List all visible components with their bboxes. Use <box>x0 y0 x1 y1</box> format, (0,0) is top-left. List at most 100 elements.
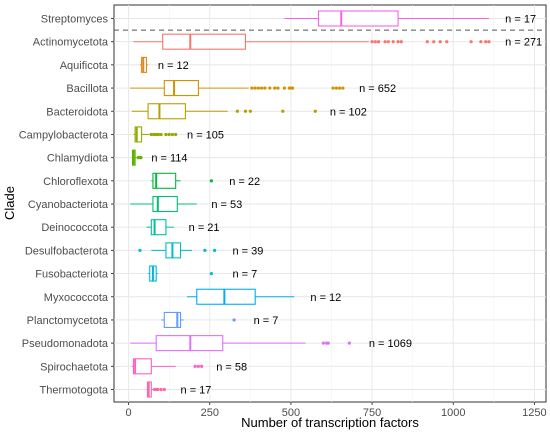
outlier-point <box>263 86 267 90</box>
outlier-point <box>243 109 248 113</box>
outlier-point <box>347 341 351 345</box>
box-spirochaetota <box>131 358 204 375</box>
box-planctomycetota <box>161 311 236 328</box>
outlier-point <box>167 132 171 137</box>
outlier-point <box>383 40 387 44</box>
n-count-label: n = 652 <box>359 83 396 95</box>
outlier-point <box>313 109 317 113</box>
box-iqr <box>134 126 143 143</box>
outlier-point <box>334 86 338 90</box>
outlier-point <box>139 156 143 160</box>
outlier-point <box>235 109 239 113</box>
outlier-point <box>432 40 436 44</box>
outlier-point <box>290 86 295 90</box>
y-tick-label: Actinomycetota <box>33 37 109 49</box>
x-tick-label: 1250 <box>522 407 546 419</box>
outlier-point <box>487 40 491 44</box>
outlier-point <box>159 132 163 137</box>
outlier-point <box>396 40 400 44</box>
y-tick-label: Pseudomonadota <box>22 338 109 350</box>
n-count-label: n = 22 <box>229 176 260 188</box>
outlier-point <box>193 364 197 368</box>
outlier-point <box>438 40 442 44</box>
n-count-label: n = 39 <box>232 245 263 257</box>
box-thermotogota <box>146 381 166 398</box>
outlier-point <box>484 40 488 44</box>
n-count-label: n = 1069 <box>369 338 412 350</box>
outlier-point <box>159 387 163 392</box>
outlier-point <box>203 248 207 252</box>
outlier-point <box>281 109 285 113</box>
box-iqr <box>147 103 186 120</box>
x-tick-label: 750 <box>363 407 381 419</box>
box-iqr <box>132 358 152 375</box>
box-actinomycetota <box>133 33 491 50</box>
outlier-point <box>376 40 381 44</box>
box-chloroflexota <box>151 172 213 189</box>
n-count-label: n = 7 <box>232 269 257 281</box>
n-count-label: n = 12 <box>310 292 341 304</box>
n-count-label: n = 114 <box>151 153 187 165</box>
n-count-label: n = 7 <box>254 315 279 327</box>
y-tick-label: Chlamydiota <box>47 153 109 165</box>
outlier-point <box>248 109 252 113</box>
outlier-point <box>149 132 153 137</box>
outlier-point <box>386 40 390 44</box>
box-cyanobacteriota <box>130 195 197 213</box>
outlier-point <box>338 86 342 90</box>
y-tick-label: Desulfobacterota <box>25 245 109 257</box>
outlier-point <box>174 132 178 137</box>
n-count-label: n = 21 <box>189 222 220 234</box>
n-count-label: n = 271 <box>505 37 542 49</box>
box-deinococcota <box>146 219 175 236</box>
outlier-point <box>326 341 330 345</box>
x-tick-label: 250 <box>201 407 219 419</box>
n-count-label: n = 12 <box>158 60 189 72</box>
n-count-label: n = 53 <box>211 199 242 211</box>
box-myxococcota <box>187 288 295 305</box>
labels-layer: n = 17 n = 271 n = 12 n = 652 n = 102 n = 105… <box>151 14 542 397</box>
box-chlamydiota <box>131 149 143 166</box>
outlier-point <box>399 40 403 44</box>
outlier-point <box>260 86 264 90</box>
outlier-point <box>469 40 473 44</box>
outlier-point <box>282 86 287 90</box>
y-tick-label: Myxococcota <box>44 292 109 304</box>
outlier-point <box>196 364 200 368</box>
outlier-point <box>152 132 156 137</box>
outlier-point <box>391 40 395 44</box>
x-axis-title: Number of transcription factors <box>241 415 419 430</box>
outlier-point <box>156 132 161 137</box>
y-axis-title: Clade <box>2 186 17 220</box>
box-fusobacteriota <box>148 265 213 282</box>
outlier-point <box>445 40 449 44</box>
outlier-point <box>213 248 217 252</box>
y-tick-label: Streptomyces <box>41 14 109 26</box>
y-tick-label: Spirochaetota <box>40 361 109 373</box>
outlier-point <box>479 40 483 44</box>
y-tick-label: Fusobacteriota <box>35 269 109 281</box>
box-bacteroidota <box>131 103 317 120</box>
y-tick-label: Aquificota <box>60 60 109 72</box>
outlier-point <box>373 40 377 44</box>
axis-ticks-layer: Streptomyces Actinomycetota Aquificota Baci… <box>19 14 547 420</box>
outlier-point <box>232 318 236 322</box>
x-tick-label: 0 <box>126 407 132 419</box>
n-count-label: n = 58 <box>216 361 247 373</box>
box-aquificota <box>139 56 149 73</box>
outlier-point <box>276 86 280 90</box>
outlier-point <box>321 341 325 345</box>
outlier-point <box>138 248 142 252</box>
box-campylobacterota <box>133 126 178 143</box>
outlier-point <box>268 86 272 90</box>
y-tick-label: Bacillota <box>66 83 108 95</box>
outlier-point <box>250 86 254 90</box>
y-tick-label: Bacteroidota <box>46 106 109 118</box>
outlier-point <box>273 86 277 90</box>
outlier-point <box>370 40 374 44</box>
outlier-point <box>209 271 213 276</box>
y-tick-label: Thermotogota <box>40 385 109 397</box>
n-count-label: n = 17 <box>181 385 212 397</box>
box-iqr <box>163 80 199 97</box>
outlier-point <box>170 132 175 137</box>
